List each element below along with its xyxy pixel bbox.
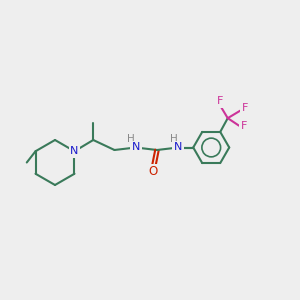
Text: H: H [170,134,178,145]
Text: N: N [131,142,140,152]
Text: F: F [241,121,247,131]
Text: O: O [148,165,158,178]
Text: N: N [174,142,182,152]
Text: F: F [217,96,224,106]
Text: N: N [70,146,79,156]
Text: F: F [242,103,248,113]
Text: H: H [128,134,135,145]
